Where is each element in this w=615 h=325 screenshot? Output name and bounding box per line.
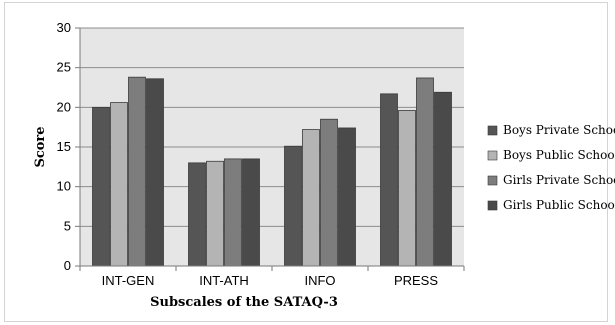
bars: [92, 76, 452, 267]
bar: [110, 102, 128, 267]
bar: [242, 158, 260, 267]
legend-swatch: [487, 200, 498, 211]
x-tick-label: PRESS: [394, 273, 438, 288]
legend-swatch: [487, 125, 498, 136]
bar: [380, 93, 398, 267]
x-axis-title: Subscales of the SATAQ-3: [150, 295, 338, 310]
legend-label: Girls Private School: [503, 173, 615, 187]
legend-label: Boys Private School: [503, 123, 615, 137]
bar: [416, 77, 434, 267]
axes: 0 5 10 15 20 25 30 INT-GEN INT-ATH INFO PRESS: [57, 20, 465, 288]
bar: [398, 110, 416, 267]
bar: [302, 129, 320, 267]
bar: [338, 127, 356, 267]
y-tick-label: 25: [57, 60, 71, 75]
y-tick-label: 0: [64, 258, 71, 273]
bar: [206, 160, 224, 267]
x-tick-label: INT-ATH: [199, 273, 249, 288]
legend-label: Boys Public School: [503, 148, 615, 162]
bar: [224, 158, 242, 267]
bar: [128, 76, 146, 267]
legend: Boys Private School Boys Public School Gir…: [487, 123, 615, 212]
y-tick-label: 30: [57, 20, 71, 35]
legend-swatch: [487, 150, 498, 161]
legend-label: Girls Public School: [503, 198, 615, 212]
y-tick-label: 10: [57, 179, 71, 194]
legend-swatch: [487, 175, 498, 186]
y-axis-title: Score: [33, 126, 48, 167]
y-tick-label: 15: [57, 139, 71, 154]
bar: [188, 162, 206, 267]
bar: [320, 118, 338, 267]
bar: [92, 106, 110, 267]
y-tick-label: 5: [64, 218, 71, 233]
y-tick-label: 20: [57, 99, 71, 114]
x-tick-label: INFO: [304, 273, 335, 288]
bar: [284, 145, 302, 267]
x-tick-label: INT-GEN: [102, 273, 155, 288]
bar: [434, 91, 452, 267]
bar: [146, 78, 164, 267]
